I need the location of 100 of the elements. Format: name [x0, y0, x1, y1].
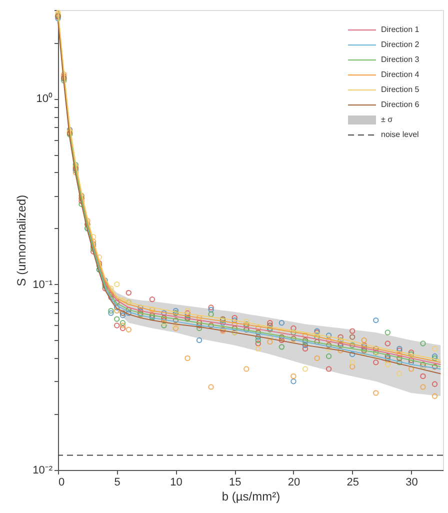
point — [338, 348, 344, 354]
point — [302, 332, 308, 338]
point — [278, 344, 285, 350]
point — [255, 330, 261, 336]
point — [349, 364, 356, 370]
point — [267, 338, 273, 345]
point — [396, 370, 402, 377]
point — [396, 359, 402, 366]
point — [432, 393, 438, 399]
point — [120, 310, 126, 316]
y-axis-title: S (unnormalized) — [14, 194, 29, 286]
point — [420, 340, 426, 346]
point — [196, 322, 202, 328]
point — [108, 308, 114, 314]
point — [208, 304, 214, 310]
point — [196, 325, 202, 332]
point — [208, 306, 214, 313]
point — [326, 342, 332, 348]
point — [290, 325, 296, 332]
x-tick-label: 5 — [114, 476, 120, 488]
legend-label: noise level — [381, 130, 420, 139]
point — [326, 332, 332, 338]
point — [138, 304, 144, 310]
point — [120, 312, 126, 318]
x-tick-label: 10 — [170, 476, 182, 488]
point — [373, 390, 379, 396]
point — [278, 328, 285, 334]
legend-label: Direction 4 — [381, 70, 420, 79]
point — [120, 297, 126, 304]
point — [384, 340, 391, 346]
point — [290, 330, 296, 336]
point — [373, 346, 379, 352]
point — [114, 322, 120, 328]
legend-label: Direction 6 — [381, 100, 420, 109]
point — [184, 312, 190, 318]
point — [349, 342, 356, 348]
point — [126, 326, 132, 332]
point — [420, 373, 426, 380]
point — [232, 321, 238, 328]
point — [255, 337, 261, 344]
legend-label: Direction 1 — [381, 25, 420, 34]
point — [338, 334, 344, 340]
point — [126, 290, 132, 296]
point — [108, 294, 114, 300]
x-tick-label: 25 — [346, 476, 359, 488]
point — [396, 355, 402, 362]
legend-label: Direction 3 — [381, 55, 420, 64]
point — [302, 366, 308, 372]
point — [255, 325, 261, 332]
point — [172, 322, 179, 328]
point — [120, 320, 126, 326]
point — [172, 325, 179, 332]
point — [196, 337, 202, 344]
x-tick-label: 15 — [228, 476, 242, 488]
point — [290, 373, 296, 380]
point — [302, 346, 308, 352]
point — [349, 334, 356, 340]
point — [232, 325, 238, 332]
point — [384, 362, 391, 368]
point — [126, 310, 132, 316]
point — [432, 381, 438, 387]
point — [184, 308, 190, 314]
x-tick-label: 0 — [58, 476, 65, 488]
point — [373, 359, 379, 366]
point — [361, 337, 367, 344]
point — [349, 328, 356, 334]
y-tick-label: 10⁰ — [36, 92, 52, 106]
x-axis-title: b (µs/mm²) — [222, 490, 280, 504]
x-tick-label: 20 — [288, 476, 300, 488]
y-tick-label: 10⁻¹ — [32, 278, 53, 291]
point — [208, 384, 214, 390]
point — [149, 309, 156, 315]
point — [114, 316, 120, 322]
point — [278, 320, 285, 326]
point — [420, 384, 426, 390]
point — [196, 320, 202, 326]
legend-label: Direction 2 — [381, 40, 420, 49]
point — [408, 366, 414, 372]
point — [267, 320, 273, 326]
point — [232, 314, 238, 321]
point — [349, 359, 356, 366]
point — [420, 362, 426, 368]
point — [326, 353, 332, 360]
point — [114, 308, 120, 314]
point — [349, 351, 356, 358]
point — [267, 322, 273, 328]
point — [114, 304, 120, 310]
point — [114, 299, 120, 306]
point — [384, 330, 391, 336]
point — [396, 351, 402, 358]
point — [208, 311, 214, 318]
point — [184, 355, 190, 362]
point — [255, 346, 261, 352]
point — [184, 310, 190, 316]
point — [290, 378, 296, 384]
point — [267, 334, 273, 340]
point — [220, 320, 226, 326]
point — [373, 350, 379, 356]
y-tick-label: 10⁻² — [32, 464, 53, 476]
point — [172, 308, 179, 314]
